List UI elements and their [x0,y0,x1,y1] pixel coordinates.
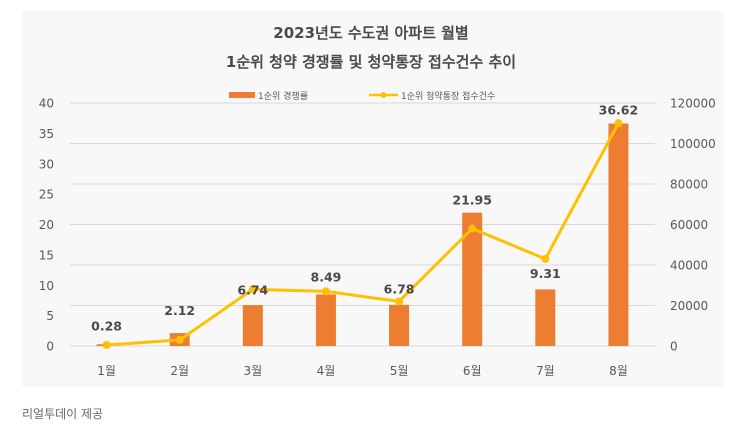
left-axis-tick: 5 [46,309,54,323]
source-caption: 리얼투데이 제공 [22,407,104,421]
right-axis-tick: 120000 [670,97,716,111]
data-label: 36.62 [599,103,639,118]
bar-4월 [315,294,336,346]
left-axis-tick: 10 [39,279,54,293]
chart-title-line-2: 1순위 청약 경쟁률 및 청약통장 접수건수 추이 [226,53,516,71]
left-axis-tick: 25 [39,188,54,202]
x-axis: 1월 2월 3월 4월 5월 6월 7월 8월 [97,364,628,378]
line-point-5월 [395,297,404,306]
bar-8월 [608,123,629,346]
line-point-1월 [102,340,111,349]
data-label: 0.28 [91,318,122,333]
x-axis-tick: 6월 [463,364,482,378]
line-point-7월 [541,254,550,263]
line-point-3월 [248,285,257,294]
line-point-6월 [468,224,477,233]
left-axis-tick: 40 [39,97,54,111]
x-axis-tick: 5월 [390,364,409,378]
right-axis-tick: 0 [670,340,678,354]
left-axis-tick: 35 [39,127,54,141]
right-axis-tick: 20000 [670,299,708,313]
data-label: 8.49 [311,269,342,284]
left-axis: 0 5 10 15 20 25 30 35 40 [39,97,54,354]
line-point-4월 [321,287,330,296]
legend: 1순위 경쟁률 1순위 청약통장 접수건수 [229,90,495,102]
left-axis-tick: 15 [39,248,54,262]
chart-title-line-1: 2023년도 수도권 아파트 월별 [273,24,468,42]
x-axis-tick: 4월 [317,364,336,378]
bar-6월 [462,212,483,346]
chart: 2023년도 수도권 아파트 월별 1순위 청약 경쟁률 및 청약통장 접수건수… [39,24,716,378]
line-series [102,119,623,349]
right-axis-tick: 100000 [670,137,716,151]
x-axis-tick: 3월 [243,364,262,378]
legend-bar-swatch [229,92,255,98]
legend-line-label: 1순위 청약통장 접수건수 [401,90,495,102]
right-axis-tick: 40000 [670,259,708,273]
line-point-2월 [175,335,184,344]
right-axis-tick: 60000 [670,218,708,232]
left-axis-tick: 0 [46,340,54,354]
left-axis-tick: 30 [39,157,54,171]
legend-bar-label: 1순위 경쟁률 [258,90,308,102]
line-path [106,122,620,347]
chart-panel: 2023년도 수도권 아파트 월별 1순위 청약 경쟁률 및 청약통장 접수건수… [22,11,724,387]
data-label: 2.12 [164,303,195,318]
data-labels: 0.28 2.12 6.74 8.49 6.78 21.95 9.31 36.62 [91,103,638,334]
x-axis-tick: 2월 [170,364,189,378]
gridlines [70,102,655,347]
bar-7월 [535,289,556,346]
x-axis-tick: 1월 [97,364,116,378]
right-axis: 0 20000 40000 60000 80000 100000 120000 [670,97,716,354]
data-label: 6.78 [384,281,415,296]
bar-series [96,123,629,346]
left-axis-tick: 20 [39,218,54,232]
data-label: 9.31 [530,266,561,281]
data-label: 21.95 [452,193,492,208]
right-axis-tick: 80000 [670,178,708,192]
bar-3월 [242,305,263,346]
bar-5월 [389,304,410,346]
x-axis-tick: 7월 [536,364,555,378]
x-axis-tick: 8월 [609,364,628,378]
line-point-8월 [614,119,623,128]
legend-line-marker [380,92,387,98]
data-label: 6.74 [237,282,268,297]
